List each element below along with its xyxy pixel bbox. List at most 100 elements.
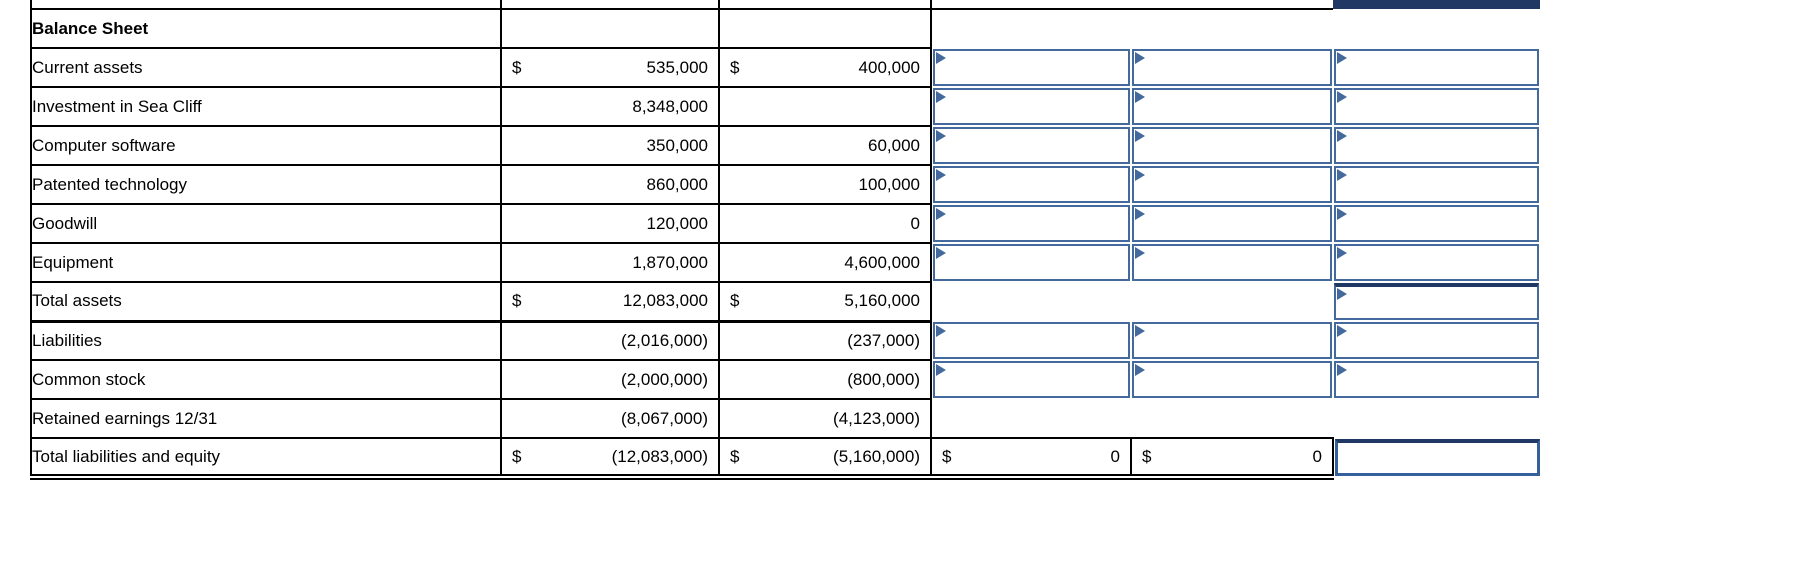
amount-value: 60,000 (868, 135, 920, 155)
answer-input-cell[interactable] (933, 322, 1130, 359)
amount-value: 0 (910, 213, 920, 233)
balance-sheet-table: Balance Sheet Current assets $535,000 $4… (30, 0, 1542, 480)
input-cell-slot (1333, 321, 1541, 360)
amount-value: 350,000 (646, 135, 708, 155)
answer-input-cell[interactable] (933, 205, 1130, 242)
partial-cell (931, 0, 1131, 10)
answer-input-cell[interactable] (933, 166, 1130, 203)
answer-input-cell[interactable] (1335, 439, 1540, 476)
answer-input-cell[interactable] (1132, 244, 1332, 281)
answer-input-cell[interactable] (1334, 88, 1539, 125)
input-cell-slot (1131, 321, 1333, 360)
answer-input-cell[interactable] (1132, 205, 1332, 242)
input-cell-slot (931, 360, 1131, 399)
input-cell-slot (1131, 204, 1333, 243)
answer-input-cell[interactable] (1132, 49, 1332, 86)
amount-cell (718, 86, 932, 127)
input-cell-slot (931, 204, 1131, 243)
answer-input-cell[interactable] (933, 49, 1130, 86)
answer-input-cell[interactable] (1334, 205, 1539, 242)
currency-symbol: $ (512, 291, 522, 311)
amount-value: 8,348,000 (632, 96, 708, 116)
answer-input-cell[interactable] (1334, 283, 1539, 320)
amount-value: (800,000) (847, 369, 920, 389)
partial-cell (718, 0, 932, 10)
input-flag-icon (1337, 130, 1347, 142)
amount-value: 860,000 (646, 174, 708, 194)
row-label: Retained earnings 12/31 (32, 408, 218, 428)
answer-input-cell[interactable] (1132, 361, 1332, 398)
input-flag-icon (1337, 52, 1347, 64)
input-flag-icon (936, 208, 946, 220)
partial-cell (30, 0, 502, 10)
amount-cell: $0 (930, 437, 1132, 480)
amount-cell: $ (5,160,000) (718, 437, 932, 480)
table-row: Equipment 1,870,000 4,600,000 (30, 242, 1541, 283)
amount-value: (8,067,000) (621, 408, 708, 428)
input-cell-slot (931, 243, 1131, 282)
input-flag-icon (1135, 364, 1145, 376)
input-cell-slot (1333, 438, 1541, 477)
amount-cell: 1,870,000 (500, 242, 720, 283)
amount-cell: 100,000 (718, 164, 932, 205)
table-row: Computer software 350,000 60,000 (30, 125, 1541, 166)
answer-input-cell[interactable] (1132, 127, 1332, 164)
input-flag-icon (936, 91, 946, 103)
amount-cell: (2,000,000) (500, 359, 720, 400)
answer-input-cell[interactable] (1334, 127, 1539, 164)
input-cell-slot (931, 321, 1131, 360)
input-cell-slot (931, 87, 1131, 126)
row-label-cell: Total liabilities and equity (30, 437, 502, 480)
answer-input-cell[interactable] (1334, 49, 1539, 86)
input-cell-slot (1131, 48, 1333, 87)
table-row: Patented technology 860,000 100,000 (30, 164, 1541, 205)
input-cell-slot (1131, 165, 1333, 204)
currency-symbol: $ (942, 446, 952, 466)
table-row: Goodwill 120,000 0 (30, 203, 1541, 244)
input-flag-icon (1337, 169, 1347, 181)
amount-cell: 8,348,000 (500, 86, 720, 127)
answer-input-cell[interactable] (1334, 244, 1539, 281)
input-cell-slot (1333, 87, 1541, 126)
amount-value: 4,600,000 (844, 252, 920, 272)
amount-cell: 860,000 (500, 164, 720, 205)
row-label-cell: Retained earnings 12/31 (30, 398, 502, 439)
input-cell-slot (1333, 126, 1541, 165)
amount-cell: (4,123,000) (718, 398, 932, 439)
amount-value: 0 (1110, 446, 1120, 466)
input-cell-slot (931, 165, 1131, 204)
input-cell-slot (1131, 360, 1333, 399)
total-liabilities-equity-row: Total liabilities and equity $ (12,083,00… (30, 437, 1541, 480)
answer-input-cell[interactable] (1334, 322, 1539, 359)
amount-cell: $400,000 (718, 47, 932, 88)
currency-symbol: $ (1142, 446, 1152, 466)
input-flag-icon (936, 325, 946, 337)
input-flag-icon (936, 364, 946, 376)
answer-input-cell[interactable] (933, 244, 1130, 281)
input-flag-icon (1337, 208, 1347, 220)
partial-cell (1131, 0, 1333, 10)
row-label: Goodwill (32, 213, 98, 233)
answer-input-cell[interactable] (933, 88, 1130, 125)
input-flag-icon (936, 130, 946, 142)
answer-input-cell[interactable] (1334, 361, 1539, 398)
amount-cell: $5,160,000 (718, 281, 932, 323)
row-label: Patented technology (32, 174, 188, 194)
answer-input-cell[interactable] (1334, 166, 1539, 203)
empty-cell (931, 399, 1131, 438)
answer-input-cell[interactable] (1132, 322, 1332, 359)
currency-symbol: $ (730, 291, 740, 311)
input-flag-icon (1337, 288, 1347, 300)
input-cell-slot (931, 48, 1131, 87)
amount-value: 535,000 (646, 57, 708, 77)
empty-cell (500, 8, 720, 49)
input-flag-icon (1337, 91, 1347, 103)
answer-input-cell[interactable] (933, 127, 1130, 164)
answer-input-cell[interactable] (1132, 166, 1332, 203)
input-flag-icon (1135, 130, 1145, 142)
answer-input-cell[interactable] (933, 361, 1130, 398)
input-cell-slot (931, 126, 1131, 165)
row-label-cell: Common stock (30, 359, 502, 400)
answer-input-cell[interactable] (1132, 88, 1332, 125)
